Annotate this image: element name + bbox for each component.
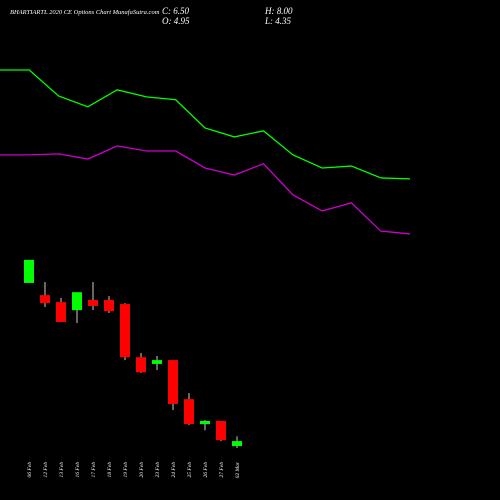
x-tick-label: 24 Feb [170,462,177,478]
candle-body [72,292,82,311]
x-tick-label: 23 Feb [155,462,161,478]
candle-body [24,259,34,283]
x-tick-label: 19 Feb [123,462,129,478]
x-tick-label: 20 Feb [139,462,145,478]
candle-body [184,399,194,425]
candle-body [88,299,98,306]
annotation: L: 4.35 [264,16,292,26]
x-tick-label: 12 Feb [43,462,49,478]
candle-body [168,360,178,404]
candle-body [152,360,162,364]
x-tick-label: 18 Feb [107,462,113,478]
annotation: H: 8.00 [264,6,293,16]
x-tick-label: 17 Feb [91,462,97,478]
x-tick-label: 16 Feb [75,462,81,478]
candle-body [104,299,114,312]
x-tick-label: 13 Feb [59,462,65,478]
x-tick-label: 06 Feb [27,462,33,478]
annotation: C: 6.50 [162,6,190,16]
chart-title: BHARTIARTL 2020 CE Options Chart MunafaS… [10,9,160,16]
candle-body [232,441,242,447]
line-series [0,69,411,180]
annotation: O: 4.95 [162,16,190,26]
x-tick-label: 26 Feb [203,462,209,478]
candle-body [136,357,146,373]
candle-body [40,295,50,304]
candle-body [120,304,130,358]
line-series [0,145,411,235]
x-tick-label: 02 Mar [235,461,241,478]
x-tick-label: 25 Feb [187,462,193,478]
x-tick-label: 27 Feb [219,462,225,478]
candle-body [56,302,66,322]
candle-body [216,420,226,441]
candle-body [200,420,210,425]
